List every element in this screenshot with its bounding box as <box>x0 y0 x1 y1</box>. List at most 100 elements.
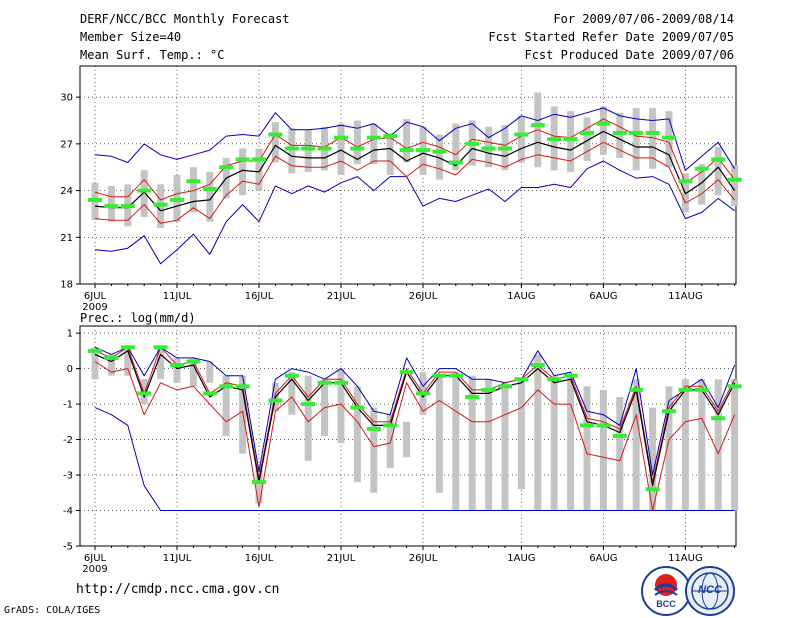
precip-range-bar <box>599 389 607 511</box>
precip-title: Prec.: log(mm/d) <box>80 311 196 325</box>
precip-xtick-label: 26JUL <box>409 553 438 564</box>
precip-range-bar <box>550 375 558 511</box>
bcc-logo-text: BCC <box>656 599 676 609</box>
temp-observed-marker <box>498 146 512 151</box>
precip-range-bar <box>567 375 575 511</box>
precip-range-bar <box>714 379 722 511</box>
precip-max-line <box>94 346 736 476</box>
temp-observed-marker <box>170 197 184 202</box>
temp-observed-marker <box>694 166 709 171</box>
temp-observed-marker <box>252 157 266 162</box>
temp-range-bar <box>714 146 722 196</box>
precip-observed-marker <box>284 373 299 378</box>
temp-range-bar <box>189 167 197 213</box>
precip-range-bar <box>206 361 214 383</box>
precip-ytick-label: 1 <box>67 329 73 340</box>
precip-ensemble-mean-line <box>94 350 736 487</box>
temp-range-bar <box>255 148 263 191</box>
temp-xtick-label: 11AUG <box>668 291 703 302</box>
globe-icon <box>691 572 729 610</box>
precip-xtick-year: 2009 <box>82 564 107 575</box>
temp-observed-marker <box>481 146 496 151</box>
precip-observed-marker <box>383 423 398 428</box>
temp-observed-marker <box>530 123 545 128</box>
temp-range-bar <box>616 112 624 158</box>
precip-xtick-label: 11AUG <box>668 553 703 564</box>
temp-observed-marker <box>202 187 217 192</box>
precip-observed-marker <box>235 384 250 389</box>
precip-observed-marker <box>727 384 742 389</box>
precip-observed-marker <box>219 384 234 389</box>
precip-range-bar <box>452 372 460 511</box>
temp-observed-marker <box>186 179 201 184</box>
temp-observed-marker <box>580 130 594 135</box>
temp-observed-marker <box>137 188 152 193</box>
temp-ensemble-mean-line <box>94 130 736 212</box>
temp-observed-marker <box>88 197 102 202</box>
temp-observed-marker <box>711 157 726 162</box>
precip-xtick-label: 1AUG <box>507 553 535 564</box>
precip-observed-marker <box>88 348 102 353</box>
precip-ytick-label: -1 <box>63 400 73 411</box>
temp-observed-marker <box>416 148 430 153</box>
precip-xtick-label: 16JUL <box>245 553 274 564</box>
temp-observed-marker <box>678 179 693 184</box>
temp-observed-marker <box>612 130 627 135</box>
precip-observed-marker <box>465 394 480 399</box>
temp-range-bar <box>353 120 361 165</box>
temp-range-bar <box>271 122 279 163</box>
temp-observed-marker <box>563 137 578 142</box>
temp-range-bar <box>239 148 247 196</box>
temp-xtick-label: 6JUL <box>84 291 107 302</box>
temp-ytick-label: 24 <box>60 186 73 197</box>
precip-observed-marker <box>317 380 332 385</box>
precip-range-bar <box>157 347 165 380</box>
temp-range-bar <box>731 165 739 207</box>
temp-observed-marker <box>662 135 676 140</box>
temp-range-bar <box>698 164 706 205</box>
member-size: Member Size=40 <box>80 30 182 44</box>
precip-ytick-label: -3 <box>63 471 73 482</box>
precip-range-bar <box>304 375 312 461</box>
precip-ytick-label: 0 <box>67 364 73 375</box>
precip-range-bar <box>616 396 624 511</box>
precip-range-bar <box>403 421 411 458</box>
precip-range-bar <box>239 375 247 454</box>
temp-range-bar <box>632 108 640 171</box>
temp-range-bar <box>567 111 575 172</box>
precip-xtick-label: 21JUL <box>327 553 356 564</box>
forecast-started-date: Fcst Started Refer Date 2009/07/05 <box>488 30 734 44</box>
temp-range-bar <box>403 118 411 163</box>
precip-observed-marker <box>596 423 611 428</box>
precip-xtick-label: 6AUG <box>589 553 617 564</box>
bcc-logo: BCC <box>641 566 691 616</box>
precip-observed-marker <box>612 434 627 438</box>
temp-observed-marker <box>727 177 742 182</box>
temp-observed-marker <box>284 146 299 151</box>
temp-observed-marker <box>547 137 562 142</box>
forecast-produced-date: Fcst Produced Date 2009/07/06 <box>524 48 734 62</box>
precip-observed-marker <box>580 423 594 428</box>
temp-observed-marker <box>596 121 611 126</box>
precip-observed-marker <box>301 402 316 407</box>
precip-range-bar <box>222 375 230 436</box>
precip-observed-marker <box>334 380 348 385</box>
temp-range-bar <box>206 171 214 222</box>
precip-xtick-label: 6JUL <box>84 553 107 564</box>
temp-observed-marker <box>153 202 168 207</box>
precip-range-bar <box>583 386 591 511</box>
temp-range-bar <box>599 106 607 155</box>
precip-range-bar <box>124 347 132 376</box>
temp-observed-marker <box>432 149 447 154</box>
ncc-logo: NCC <box>685 566 735 616</box>
temp-range-bar <box>649 108 657 169</box>
source-url[interactable]: http://cmdp.ncc.cma.gov.cn <box>76 582 280 597</box>
temp-observed-marker <box>366 135 381 140</box>
temp-observed-marker <box>383 134 398 139</box>
precip-observed-marker <box>530 363 545 368</box>
precip-range-bar <box>468 375 476 511</box>
precip-range-bar <box>353 386 361 483</box>
